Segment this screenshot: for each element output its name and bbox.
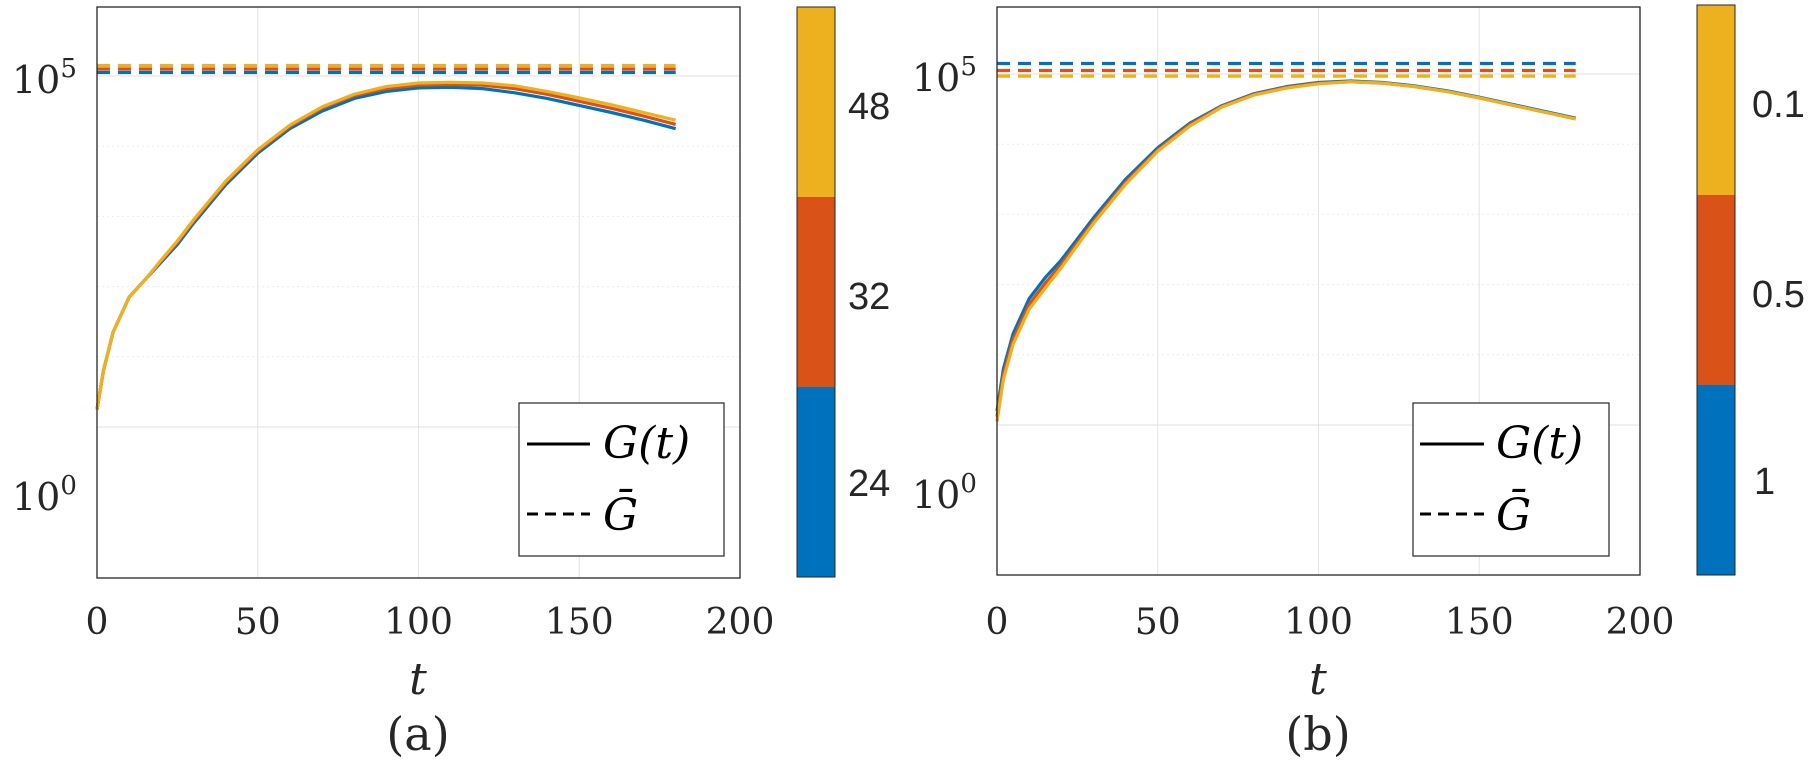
panel-b-legend-label-G: G(t) [1496, 418, 1583, 469]
panel-a-xtick-3: 150 [545, 602, 614, 643]
panel-b-legend: G(t) Ḡ [1412, 402, 1610, 557]
panel-b-colorbar-label-1: 0.5 [1752, 274, 1805, 316]
panel-a-xtick-1: 50 [235, 602, 281, 643]
panel-b-colorbar-segment-1 [1697, 195, 1735, 385]
panel-a-legend-label-Gbar: Ḡ [603, 488, 638, 541]
panel-a-colorbar-frame [796, 6, 836, 578]
panel-a-colorbar-label-2: 48 [848, 86, 890, 128]
panel-a-xtick-2: 100 [384, 602, 453, 643]
panel-a-x-tick-labels: 0 50 100 150 200 [86, 602, 775, 643]
panel-b-xtick-2: 100 [1284, 602, 1353, 643]
panel-b-colorbar-segment-0 [1697, 385, 1735, 575]
panel-b-xtick-3: 150 [1445, 602, 1514, 643]
panel-a-legend-box [518, 402, 725, 557]
panel-a-axes-box [96, 6, 741, 579]
panel-b-xtick-0: 0 [986, 602, 1009, 643]
panel-b-gbar-lines [997, 61, 1576, 78]
panel-a-colorbar-segment-1 [797, 197, 835, 387]
panel-b-colorbar-label-0: 1 [1754, 461, 1775, 503]
panel-a-caption: (a) [386, 707, 449, 761]
panel-a-legend: G(t) Ḡ [518, 402, 725, 557]
panel-b-colorbar-segment-2 [1697, 5, 1735, 195]
panel-b-xlabel: t [1309, 654, 1327, 705]
panel-a-xtick-0: 0 [86, 602, 109, 643]
panel-a-ytick-1e5: 105 [12, 54, 77, 102]
panel-b-ytick-1e0: 100 [912, 469, 977, 517]
panel-b-xtick-1: 50 [1135, 602, 1181, 643]
panel-a-xtick-4: 200 [706, 602, 775, 643]
panel-b: 0 50 100 150 200 105 100 t (b) G(t) Ḡ 1 0.5 … [912, 4, 1805, 761]
panel-a-curve-2 [95, 80, 677, 410]
panel-a-ytick-1e0: 100 [12, 471, 77, 519]
panel-a-colorbar-label-0: 24 [848, 463, 890, 505]
panel-b-colorbar-frame [1696, 4, 1736, 576]
panel-a: 0 50 100 150 200 105 100 t (a) G(t) Ḡ 24 32 … [12, 6, 890, 761]
panel-a-curves [95, 80, 677, 410]
panel-b-legend-label-Gbar: Ḡ [1496, 488, 1531, 541]
panel-b-legend-box [1412, 402, 1610, 557]
panel-a-colorbar-label-1: 32 [848, 276, 890, 318]
panel-b-ytick-1e5: 105 [912, 52, 977, 100]
panel-a-colorbar: 24 32 48 [796, 6, 890, 578]
panel-a-colorbar-segment-2 [797, 7, 835, 197]
panel-a-xlabel: t [409, 654, 427, 705]
panel-b-caption: (b) [1285, 707, 1350, 761]
panel-b-curves [995, 79, 1577, 422]
panel-a-legend-label-G: G(t) [603, 418, 690, 469]
panel-a-gbar-lines [97, 63, 676, 75]
panel-b-colorbar-label-2: 0.1 [1752, 84, 1805, 126]
panel-b-colorbar: 1 0.5 0.1 [1696, 4, 1805, 576]
panel-b-x-tick-labels: 0 50 100 150 200 [986, 602, 1675, 643]
panel-a-colorbar-segment-0 [797, 387, 835, 577]
panel-b-axes-box [996, 6, 1641, 576]
panel-b-curve-2 [995, 80, 1577, 422]
panel-b-xtick-4: 200 [1606, 602, 1675, 643]
